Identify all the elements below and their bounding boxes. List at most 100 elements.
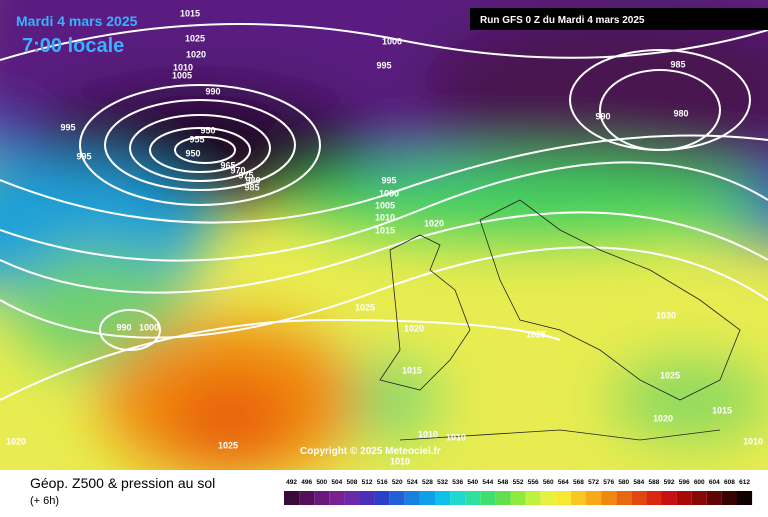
isobar-label: 1025 <box>218 440 238 450</box>
isobar-label: 1025 <box>660 370 680 380</box>
scale-label: 580 <box>618 479 629 486</box>
isobar-label: 1025 <box>355 302 375 312</box>
scale-swatch <box>570 491 586 505</box>
isobar-label: 1020 <box>653 413 673 423</box>
scale-swatch <box>329 491 345 505</box>
scale-swatch <box>525 491 541 505</box>
scale-swatch <box>465 491 481 505</box>
isobar-label: 955 <box>189 134 204 144</box>
scale-label: 568 <box>573 479 584 486</box>
scale-swatch <box>419 491 435 505</box>
isobar-label: 1010 <box>390 456 410 466</box>
scale-swatch <box>616 491 632 505</box>
scale-label: 548 <box>498 479 509 486</box>
isobar-label: 1015 <box>402 365 422 375</box>
scale-label: 596 <box>679 479 690 486</box>
scale-label: 564 <box>558 479 569 486</box>
scale-label: 524 <box>407 479 418 486</box>
scale-label: 544 <box>482 479 493 486</box>
scale-swatch <box>601 491 617 505</box>
scale-swatch <box>495 491 511 505</box>
isobar-label: 1030 <box>656 310 676 320</box>
scale-label: 556 <box>528 479 539 486</box>
isobar-label: 1000 <box>382 36 402 46</box>
isobar-label: 1005 <box>172 70 192 80</box>
time-label: 7:00 locale <box>22 35 124 57</box>
isobar-label: 1015 <box>375 225 395 235</box>
isobar-label: 980 <box>245 175 260 185</box>
scale-swatch <box>631 491 647 505</box>
scale-label: 500 <box>316 479 327 486</box>
scale-label: 560 <box>543 479 554 486</box>
isobar-label: 995 <box>60 122 75 132</box>
scale-swatch <box>706 491 722 505</box>
scale-label: 516 <box>377 479 388 486</box>
date-label: Mardi 4 mars 2025 <box>16 13 138 29</box>
isobar-label: 1015 <box>180 8 200 18</box>
scale-swatch <box>676 491 692 505</box>
isobar-label: 970 <box>230 165 245 175</box>
scale-swatch <box>359 491 375 505</box>
scale-label: 508 <box>347 479 358 486</box>
scale-label: 588 <box>649 479 660 486</box>
scale-swatch <box>314 491 330 505</box>
scale-swatch <box>691 491 707 505</box>
isobar-label: 1020 <box>424 218 444 228</box>
scale-label: 576 <box>603 479 614 486</box>
isobars <box>0 23 768 401</box>
isobar-label: 1020 <box>186 49 206 59</box>
isobar-label: 1015 <box>712 405 732 415</box>
scale-label: 612 <box>739 479 750 486</box>
isobar-label: 1000 <box>379 188 399 198</box>
isobar-label: 1005 <box>375 200 395 210</box>
scale-swatch <box>480 491 496 505</box>
scale-swatch <box>540 491 556 505</box>
scale-label: 604 <box>709 479 720 486</box>
isobar-label: 1010 <box>446 432 466 442</box>
isobar-label: 1025 <box>185 33 205 43</box>
scale-label: 528 <box>422 479 433 486</box>
isobar-label: 975 <box>238 170 253 180</box>
scale-swatch <box>646 491 662 505</box>
isobar-label: 995 <box>376 60 391 70</box>
isobar-label: 985 <box>244 182 259 192</box>
scale-label: 512 <box>362 479 373 486</box>
isobar-label: 1010 <box>743 436 763 446</box>
isobar-label: 990 <box>205 86 220 96</box>
isobar-label: 1000 <box>139 322 159 332</box>
isobar-label: 965 <box>220 160 235 170</box>
isobar-label: 980 <box>673 108 688 118</box>
copyright: Copyright © 2025 Meteociel.fr <box>300 446 441 457</box>
scale-swatch <box>389 491 405 505</box>
color-scale: 492 496 500 504 508 512 516 520 524 528 532 536 540 5… <box>284 479 753 505</box>
isobar-label: 995 <box>381 175 396 185</box>
isobar-label: 990 <box>116 322 131 332</box>
scale-swatch <box>586 491 602 505</box>
scale-label: 520 <box>392 479 403 486</box>
isobar-label: 1010 <box>375 212 395 222</box>
run-label: Run GFS 0 Z du Mardi 4 mars 2025 <box>480 15 645 26</box>
isobar-label: 995 <box>76 151 91 161</box>
scale-swatch <box>404 491 420 505</box>
footer-title: Géop. Z500 & pression au sol <box>30 475 215 491</box>
isobar-label: 990 <box>595 111 610 121</box>
map-field <box>0 0 768 470</box>
isobar-label: 1020 <box>6 436 26 446</box>
scale-label: 496 <box>301 479 312 486</box>
coastlines <box>379 199 741 441</box>
scale-swatch <box>721 491 737 505</box>
scale-swatch <box>555 491 571 505</box>
scale-label: 592 <box>664 479 675 486</box>
scale-label: 552 <box>513 479 524 486</box>
isobar-labels: 1015102510201010100510009959909959959509… <box>6 8 763 466</box>
isobar-label: 985 <box>670 59 685 69</box>
scale-swatch <box>450 491 466 505</box>
scale-label: 540 <box>467 479 478 486</box>
run-banner <box>470 8 768 30</box>
scale-label: 572 <box>588 479 599 486</box>
scale-swatch <box>661 491 677 505</box>
isobar-label: 1025 <box>526 329 546 339</box>
isobar-label: 1020 <box>404 323 424 333</box>
scale-swatch <box>299 491 315 505</box>
